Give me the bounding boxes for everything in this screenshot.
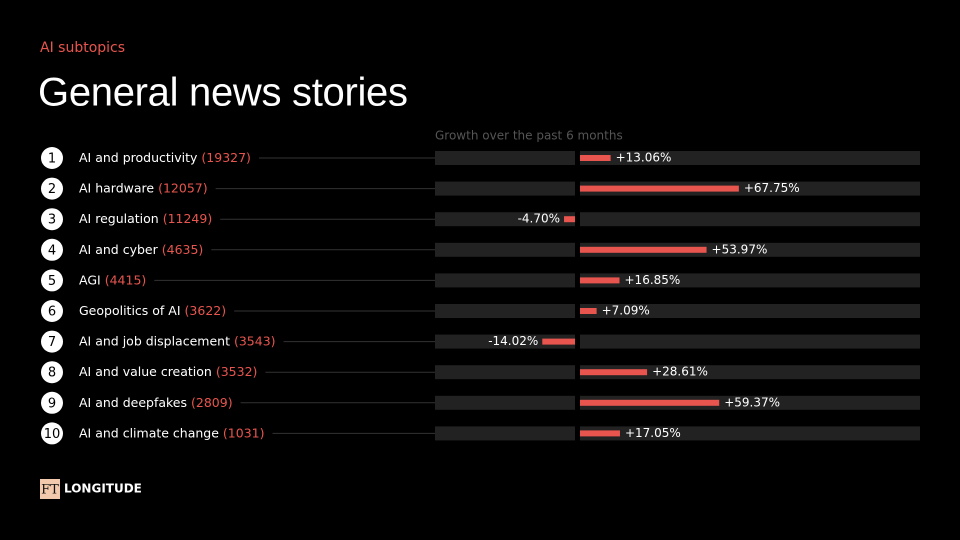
track (435, 181, 575, 196)
value-label: +59.37% (724, 395, 780, 409)
rank: 2 (48, 182, 56, 197)
category-name: AI regulation (79, 211, 159, 226)
track (580, 273, 920, 288)
rank: 10 (44, 427, 61, 442)
logo-name: LONGITUDE (64, 482, 142, 496)
count: (3532) (216, 364, 258, 379)
track (435, 151, 575, 165)
count: (4415) (105, 272, 147, 287)
rank-badge (41, 422, 63, 445)
count: (3543) (234, 333, 276, 348)
rank: 6 (48, 305, 56, 320)
category-name: AI and climate change (79, 425, 219, 440)
value-label: +17.05% (625, 426, 681, 440)
rank-badge (41, 361, 63, 384)
value-label: +7.09% (602, 304, 650, 318)
bar (542, 338, 575, 345)
bar (580, 246, 707, 253)
kicker: AI subtopics (40, 40, 125, 56)
rank-badge (41, 208, 63, 231)
bar (580, 430, 620, 437)
track (435, 334, 575, 349)
category-label: AI hardware (12057) (79, 180, 208, 195)
count: (4635) (162, 241, 204, 256)
logo-box (40, 479, 60, 499)
value-label: -4.70% (518, 212, 560, 226)
bar (580, 277, 620, 284)
value-label: +16.85% (625, 273, 681, 287)
chart-title: General news stories (38, 71, 408, 115)
category-label: AI and cyber (4635) (79, 241, 203, 256)
rank: 5 (48, 274, 56, 289)
category-label: AI and deepfakes (2809) (79, 394, 233, 409)
rank: 8 (48, 366, 56, 381)
category-label: Geopolitics of AI (3622) (79, 303, 226, 318)
bar (580, 155, 611, 161)
track (435, 273, 575, 288)
bar (564, 216, 575, 223)
rank: 3 (48, 213, 56, 228)
category-label: AI and productivity (19327) (79, 150, 251, 165)
track (435, 242, 575, 257)
rank-badge (41, 330, 63, 353)
category-name: AI hardware (79, 180, 154, 195)
value-label: +53.97% (712, 242, 768, 256)
category-name: AI and productivity (79, 150, 198, 165)
track (580, 365, 920, 380)
category-label: AGI (4415) (79, 272, 146, 287)
track (435, 426, 575, 441)
rank: 9 (48, 396, 56, 411)
rank-badge (41, 238, 63, 261)
track (580, 212, 920, 227)
rank-badge (41, 391, 63, 414)
bar (580, 185, 739, 192)
logo-mark: FT (41, 483, 59, 498)
category-label: AI and value creation (3532) (79, 364, 257, 379)
track (580, 304, 920, 318)
bar (580, 399, 720, 406)
category-name: AI and job displacement (79, 333, 230, 348)
count: (1031) (223, 425, 265, 440)
rank: 4 (48, 243, 56, 258)
count: (2809) (191, 394, 233, 409)
bar (580, 369, 648, 376)
value-label: +13.06% (616, 151, 672, 165)
bar (580, 308, 597, 314)
track (435, 304, 575, 318)
value-label: +28.61% (652, 365, 708, 379)
rank: 7 (48, 335, 56, 350)
count: (12057) (158, 180, 208, 195)
category-name: AI and value creation (79, 364, 212, 379)
rank: 1 (48, 152, 56, 167)
category-label: AI and job displacement (3543) (79, 333, 276, 348)
category-label: AI regulation (11249) (79, 211, 212, 226)
rank-badge (41, 300, 63, 322)
axis-label: Growth over the past 6 months (435, 129, 623, 143)
track (435, 365, 575, 380)
value-label: +67.75% (744, 181, 800, 195)
category-name: AI and cyber (79, 241, 159, 256)
count: (3622) (185, 303, 227, 318)
track (435, 212, 575, 227)
count: (19327) (201, 150, 251, 165)
category-name: AI and deepfakes (79, 394, 187, 409)
category-name: Geopolitics of AI (79, 303, 181, 318)
track (580, 151, 920, 165)
track (580, 181, 920, 196)
category-name: AGI (79, 272, 101, 287)
category-label: AI and climate change (1031) (79, 425, 265, 440)
track (580, 426, 920, 441)
rank-badge (41, 147, 63, 169)
track (580, 395, 920, 410)
track (580, 242, 920, 257)
count: (11249) (163, 211, 213, 226)
track (580, 334, 920, 349)
value-label: -14.02% (488, 334, 538, 348)
track (435, 395, 575, 410)
rank-badge (41, 269, 63, 292)
rank-badge (41, 177, 63, 200)
